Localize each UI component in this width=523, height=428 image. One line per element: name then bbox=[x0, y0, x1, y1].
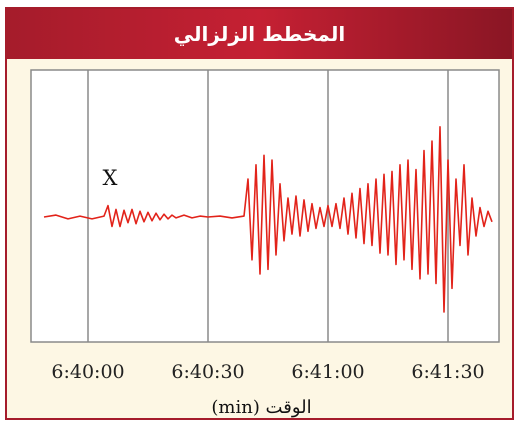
x-axis-label: الوقت (min) bbox=[0, 397, 523, 418]
x-tick-label-3: 6:41:30 bbox=[411, 361, 484, 383]
chart-title: المخطط الزلزالي bbox=[7, 9, 512, 59]
x-tick-label-0: 6:40:00 bbox=[51, 361, 124, 383]
seismogram-trace-0 bbox=[43, 126, 493, 313]
x-tick-label-2: 6:41:00 bbox=[291, 361, 364, 383]
x-tick-label-1: 6:40:30 bbox=[171, 361, 244, 383]
annotation-0: X bbox=[103, 166, 118, 190]
x-axis-label-text: الوقت (min) bbox=[211, 397, 312, 418]
plot-frame bbox=[30, 69, 500, 343]
